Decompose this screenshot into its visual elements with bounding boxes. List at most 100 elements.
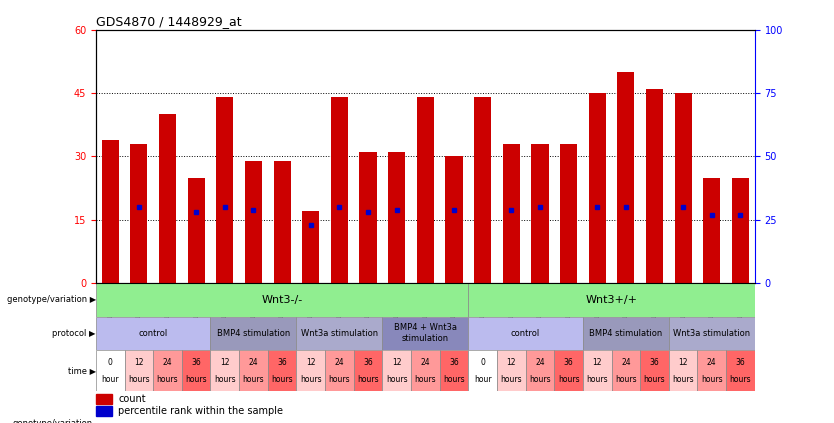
Bar	[388, 152, 405, 283]
Text: 24: 24	[707, 358, 716, 367]
Text: hours: hours	[157, 375, 178, 384]
Bar	[159, 114, 176, 283]
Text: hours: hours	[529, 375, 550, 384]
Text: hours: hours	[185, 375, 207, 384]
Text: hour: hour	[102, 375, 119, 384]
Text: hours: hours	[386, 375, 408, 384]
Bar	[153, 350, 182, 391]
Text: percentile rank within the sample: percentile rank within the sample	[118, 406, 284, 416]
Text: genotype/variation: genotype/variation	[13, 418, 93, 423]
Bar	[302, 212, 319, 283]
Text: 36: 36	[650, 358, 660, 367]
Bar	[474, 97, 491, 283]
Text: hours: hours	[414, 375, 436, 384]
Bar	[296, 350, 325, 391]
Bar	[359, 152, 377, 283]
Text: 0: 0	[480, 358, 485, 367]
Text: hours: hours	[558, 375, 580, 384]
Bar	[669, 316, 755, 350]
Bar	[726, 350, 755, 391]
Text: 0: 0	[108, 358, 113, 367]
Bar	[417, 97, 434, 283]
Bar	[331, 97, 348, 283]
Bar	[497, 350, 525, 391]
Bar	[96, 406, 112, 416]
Text: 12: 12	[220, 358, 229, 367]
Text: 24: 24	[535, 358, 545, 367]
Text: genotype/variation ▶: genotype/variation ▶	[7, 295, 96, 305]
Bar	[560, 144, 577, 283]
Text: hours: hours	[701, 375, 722, 384]
Text: 36: 36	[736, 358, 746, 367]
Bar	[675, 93, 691, 283]
Text: hours: hours	[329, 375, 350, 384]
Text: BMP4 stimulation: BMP4 stimulation	[217, 329, 290, 338]
Bar	[130, 144, 148, 283]
Bar	[188, 178, 205, 283]
Bar	[611, 350, 641, 391]
Bar	[531, 144, 549, 283]
Bar	[525, 350, 555, 391]
Text: 24: 24	[334, 358, 344, 367]
Text: control: control	[511, 329, 540, 338]
Bar	[732, 178, 749, 283]
Text: protocol ▶: protocol ▶	[53, 329, 96, 338]
Text: BMP4 + Wnt3a
stimulation: BMP4 + Wnt3a stimulation	[394, 324, 457, 343]
Bar	[382, 316, 469, 350]
Text: time ▶: time ▶	[68, 366, 96, 375]
Bar	[96, 350, 124, 391]
Bar	[641, 350, 669, 391]
Bar	[445, 157, 463, 283]
Text: 12: 12	[678, 358, 688, 367]
Bar	[325, 350, 354, 391]
Text: 12: 12	[392, 358, 401, 367]
Text: Wnt3-/-: Wnt3-/-	[262, 295, 303, 305]
Text: 24: 24	[420, 358, 430, 367]
Text: 12: 12	[506, 358, 516, 367]
Bar	[268, 350, 296, 391]
Text: hours: hours	[500, 375, 522, 384]
Bar	[583, 316, 669, 350]
Text: 24: 24	[249, 358, 259, 367]
Bar	[589, 93, 605, 283]
Bar	[124, 350, 153, 391]
Text: BMP4 stimulation: BMP4 stimulation	[590, 329, 662, 338]
Text: 12: 12	[306, 358, 315, 367]
Bar	[245, 161, 262, 283]
Bar	[239, 350, 268, 391]
Bar	[503, 144, 520, 283]
Text: 24: 24	[621, 358, 631, 367]
Text: Wnt3a stimulation: Wnt3a stimulation	[673, 329, 751, 338]
Text: hours: hours	[730, 375, 751, 384]
Text: 12: 12	[134, 358, 143, 367]
Text: hour: hour	[474, 375, 491, 384]
Text: count: count	[118, 394, 146, 404]
Text: Wnt3a stimulation: Wnt3a stimulation	[301, 329, 378, 338]
Bar	[555, 350, 583, 391]
Text: hours: hours	[300, 375, 322, 384]
Bar	[646, 89, 663, 283]
Bar	[274, 161, 291, 283]
Text: hours: hours	[644, 375, 666, 384]
Bar	[210, 316, 296, 350]
Text: hours: hours	[357, 375, 379, 384]
Text: GDS4870 / 1448929_at: GDS4870 / 1448929_at	[96, 16, 242, 28]
Text: control: control	[138, 329, 168, 338]
Bar	[669, 350, 697, 391]
Text: 36: 36	[450, 358, 459, 367]
Bar	[382, 350, 411, 391]
Text: hours: hours	[672, 375, 694, 384]
Text: hours: hours	[214, 375, 236, 384]
Text: 12: 12	[592, 358, 602, 367]
Text: 36: 36	[564, 358, 574, 367]
Bar	[182, 350, 210, 391]
Bar	[216, 97, 234, 283]
Text: 36: 36	[191, 358, 201, 367]
Text: hours: hours	[443, 375, 465, 384]
Bar	[96, 283, 469, 316]
Bar	[354, 350, 382, 391]
Bar	[96, 316, 210, 350]
Bar	[210, 350, 239, 391]
Text: hours: hours	[615, 375, 636, 384]
Text: hours: hours	[586, 375, 608, 384]
